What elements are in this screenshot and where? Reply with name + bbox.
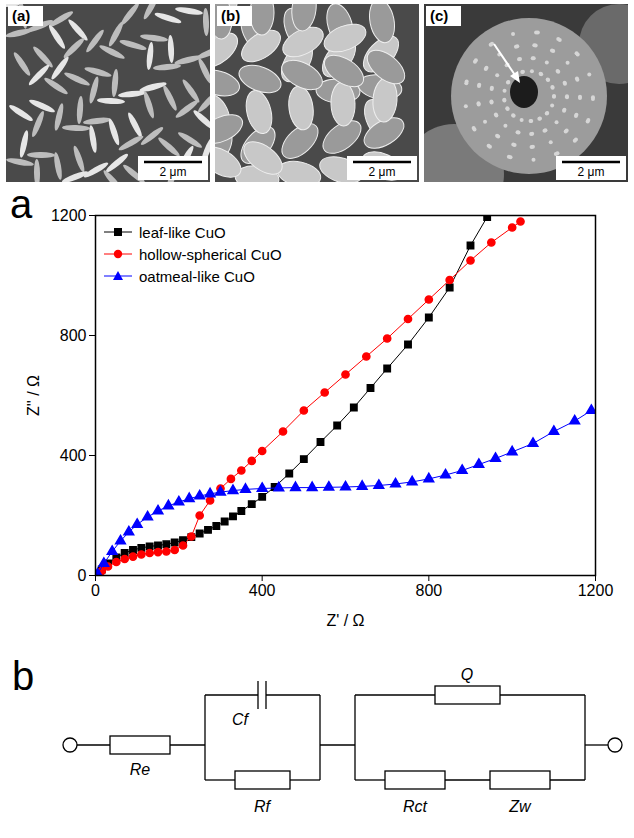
svg-text:Z'' / Ω: Z'' / Ω [25,375,42,416]
html-text:a: a [10,182,33,226]
svg-text:Z' / Ω: Z' / Ω [326,612,364,629]
svg-text:Q: Q [461,666,473,683]
svg-text:2 μm: 2 μm [578,165,605,179]
html-text:leaf-like CuO: leaf-like CuO [139,223,226,241]
svg-text:800: 800 [415,582,442,599]
svg-text:Cf: Cf [232,711,250,728]
svg-text:(c): (c) [430,7,448,24]
svg-text:(b): (b) [221,7,240,24]
svg-text:0: 0 [78,567,87,584]
svg-text:400: 400 [60,447,87,464]
svg-text:1200: 1200 [51,207,87,224]
svg-text:(a): (a) [12,7,30,24]
svg-text:1200: 1200 [578,582,614,599]
svg-text:2 μm: 2 μm [369,165,396,179]
html-text:oatmeal-like CuO: oatmeal-like CuO [139,267,255,285]
svg-text:0: 0 [91,582,100,599]
svg-text:400: 400 [249,582,276,599]
svg-text:Rf: Rf [254,798,272,815]
html-text:hollow-spherical CuO: hollow-spherical CuO [139,245,282,263]
svg-text:Zw: Zw [508,798,532,815]
svg-text:Rct: Rct [403,798,428,815]
svg-text:Re: Re [130,761,151,778]
svg-text:800: 800 [60,327,87,344]
svg-text:2 μm: 2 μm [160,165,187,179]
svg-text:b: b [12,654,34,698]
